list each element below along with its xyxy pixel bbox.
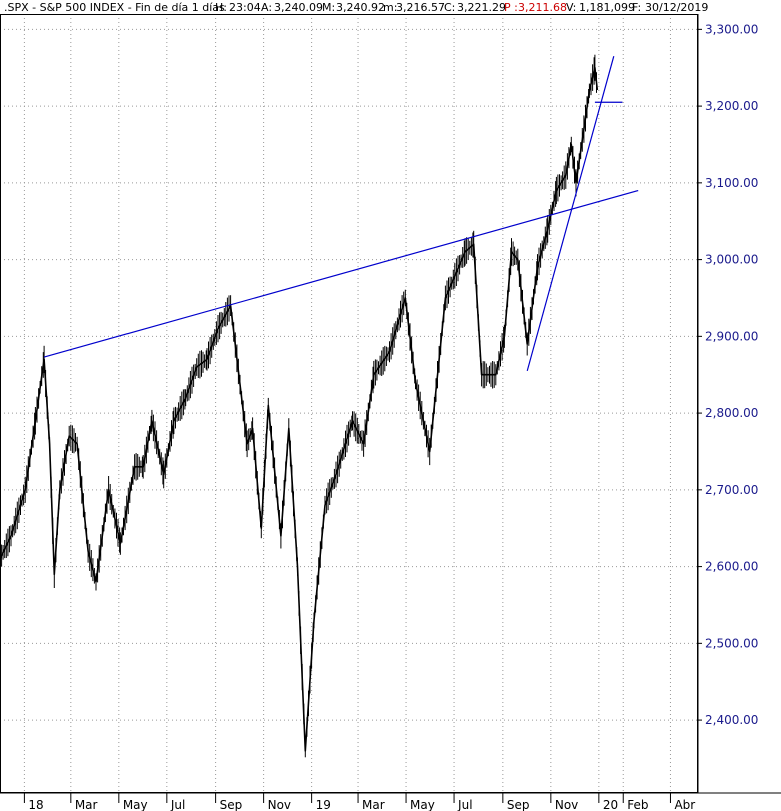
x-tick-label: Mar — [75, 798, 98, 811]
x-tick-label: May — [123, 798, 148, 811]
x-tick-label: Jul — [170, 798, 185, 811]
price-line — [0, 66, 599, 752]
header-close-value: 3,221.29 — [457, 1, 506, 14]
header-open-label: A: — [261, 1, 272, 14]
header-date-label: F: — [632, 1, 641, 14]
y-axis-ticks: 3,300.00 3,200.00 3,100.00 3,000.00 2,900.00… — [698, 22, 758, 727]
header-date-value: 30/12/2019 — [645, 1, 708, 14]
header-price-label: P : — [504, 1, 518, 14]
y-tick-label: 3,200.00 — [705, 99, 758, 113]
x-tick-label: May — [410, 798, 435, 811]
x-tick-label: Nov — [268, 798, 291, 811]
chart-header: .SPX - S&P 500 INDEX - Fin de día 1 días… — [4, 1, 708, 14]
header-max-label: M: — [322, 1, 335, 14]
header-symbol: .SPX - S&P 500 INDEX - Fin de día 1 días — [4, 1, 225, 14]
x-tick-label: Sep — [507, 798, 530, 811]
price-series — [0, 54, 599, 758]
header-max-value: 3,240.92 — [336, 1, 385, 14]
x-tick-label: Mar — [362, 798, 385, 811]
x-axis-ticks: 18 Mar May Jul Sep Nov 19 Mar May Jul Sep Nov 20 Feb A… — [23, 793, 695, 811]
y-tick-label: 3,300.00 — [705, 22, 758, 36]
trendlines — [43, 56, 639, 372]
y-tick-label: 2,600.00 — [705, 560, 758, 574]
y-tick-label: 2,800.00 — [705, 406, 758, 420]
y-tick-label: 2,900.00 — [705, 329, 758, 343]
y-tick-label: 3,000.00 — [705, 253, 758, 267]
header-price-value: 3,211.68 — [518, 1, 567, 14]
x-tick-label: Abr — [674, 798, 695, 811]
y-tick-label: 2,700.00 — [705, 483, 758, 497]
header-min-label: m: — [383, 1, 397, 14]
x-tick-label: Feb — [627, 798, 648, 811]
header-min-value: 3,216.57 — [396, 1, 445, 14]
header-open-value: 3,240.09 — [274, 1, 323, 14]
x-tick-label: Sep — [220, 798, 243, 811]
x-tick-label: 19 — [316, 798, 331, 811]
x-tick-label: Nov — [555, 798, 578, 811]
y-tick-label: 2,400.00 — [705, 713, 758, 727]
x-tick-label: 20 — [603, 798, 618, 811]
x-tick-label: Jul — [457, 798, 472, 811]
header-high-label: H: — [215, 1, 227, 14]
y-tick-label: 2,500.00 — [705, 636, 758, 650]
trendline — [43, 189, 639, 358]
x-tick-label: 18 — [28, 798, 43, 811]
header-high-value: 23:04 — [229, 1, 261, 14]
header-close-label: C: — [444, 1, 455, 14]
header-volume-value: 1,181,099 — [579, 1, 635, 14]
trendline — [526, 56, 615, 372]
y-tick-label: 3,100.00 — [705, 176, 758, 190]
header-volume-label: V: — [566, 1, 576, 14]
